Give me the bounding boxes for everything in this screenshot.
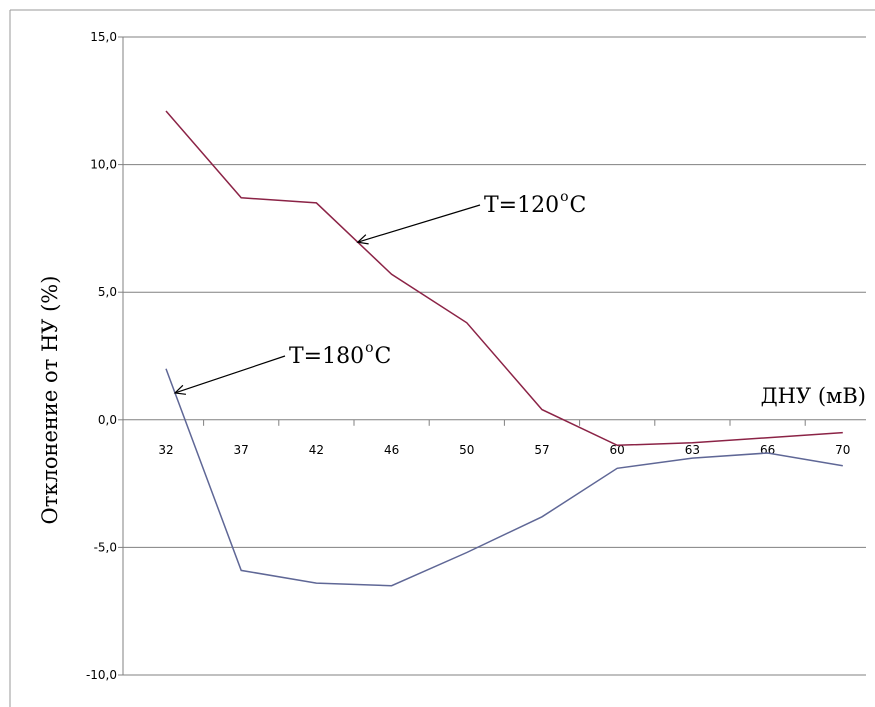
annotation-arrow xyxy=(357,204,481,243)
series-line-0 xyxy=(165,110,843,447)
gridlines xyxy=(118,36,866,676)
annotation-degree: o xyxy=(365,340,373,356)
x-tick-labels: 32 37 42 46 50 57 60 63 66 70 xyxy=(158,443,850,457)
x-tick-label: 66 xyxy=(760,443,775,457)
annotation-degree: o xyxy=(560,189,568,205)
y-tick-label: -10,0 xyxy=(86,668,117,682)
annotation-label: T=120 xyxy=(484,193,559,218)
plot-frame xyxy=(9,9,875,707)
series-lines xyxy=(165,110,843,587)
x-tick-label: 42 xyxy=(309,443,324,457)
y-tick-labels: 15,0 10,0 5,0 0,0 -5,0 -10,0 xyxy=(86,30,117,682)
x-tick-label: 37 xyxy=(234,443,249,457)
y-axis-title: Отклонение от НУ (%) xyxy=(38,276,62,525)
x-tick-label: 63 xyxy=(685,443,700,457)
x-axis-title: ДНУ (мВ) xyxy=(761,384,866,408)
x-tick-label: 46 xyxy=(384,443,399,457)
annotation-label: T=180 xyxy=(289,344,364,369)
y-tick-label: -5,0 xyxy=(94,540,117,554)
annotation-unit: C xyxy=(570,193,587,218)
annotations: T=120 o CT=180 o C xyxy=(173,189,587,395)
y-tick-label: 5,0 xyxy=(98,285,117,299)
y-tick-label: 10,0 xyxy=(90,158,117,172)
annotation-arrowhead xyxy=(356,234,369,245)
annotation-arrow xyxy=(174,355,286,394)
x-tick-label: 57 xyxy=(534,443,549,457)
series-line-1 xyxy=(165,368,843,587)
y-tick-label: 0,0 xyxy=(98,413,117,427)
x-tick-label: 32 xyxy=(158,443,173,457)
x-tick-label: 70 xyxy=(835,443,850,457)
annotation-arrowhead xyxy=(173,384,187,395)
y-tick-label: 15,0 xyxy=(90,30,117,44)
x-tick-label: 50 xyxy=(459,443,474,457)
x-tick-label: 60 xyxy=(610,443,625,457)
annotation-unit: C xyxy=(375,344,392,369)
